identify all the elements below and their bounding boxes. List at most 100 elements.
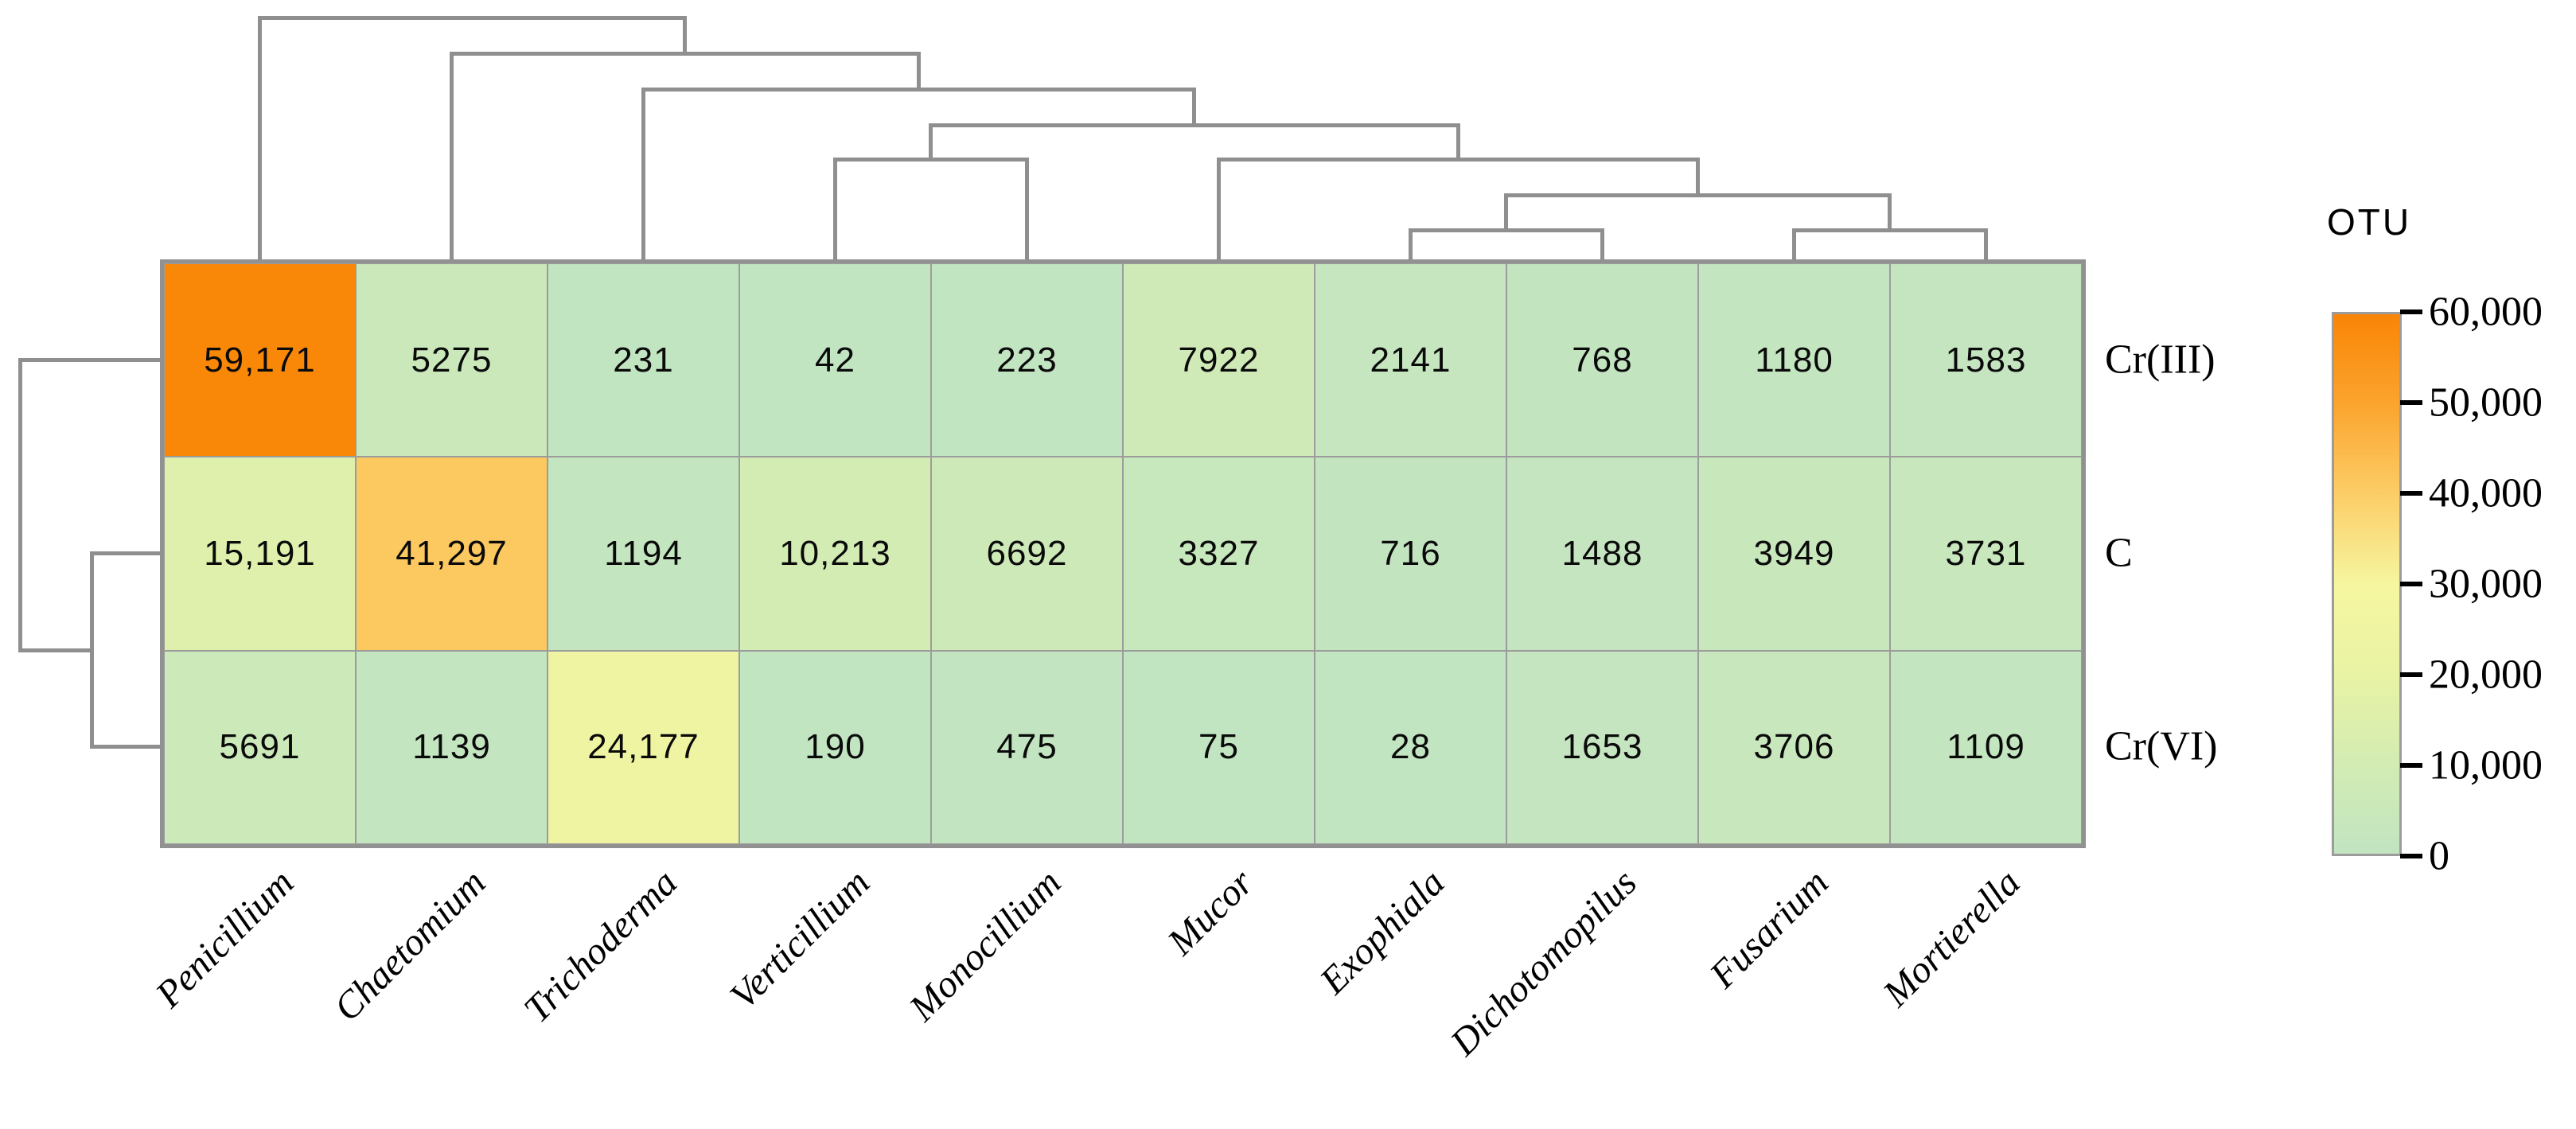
heatmap-cell: 59,171 xyxy=(163,263,357,458)
legend-tick-label: 30,000 xyxy=(2429,561,2543,607)
column-label: Mucor xyxy=(1159,861,1261,964)
cell-value: 1139 xyxy=(412,727,491,767)
col-dendrogram-segment xyxy=(257,16,262,264)
cell-value: 24,177 xyxy=(587,727,700,767)
cell-value: 768 xyxy=(1572,340,1633,380)
col-dendrogram-segment xyxy=(1888,193,1892,232)
row-label: C xyxy=(2105,530,2133,576)
col-dendrogram-segment xyxy=(1216,158,1221,264)
legend-tick-label: 50,000 xyxy=(2429,380,2543,426)
heatmap-cell: 223 xyxy=(930,263,1124,458)
cell-value: 7922 xyxy=(1178,340,1260,380)
col-dendrogram-segment xyxy=(1024,158,1029,264)
cell-value: 1653 xyxy=(1561,727,1643,767)
legend-tick xyxy=(2400,491,2422,496)
heatmap-cell: 1139 xyxy=(355,649,548,845)
heatmap-cell: 2141 xyxy=(1314,263,1507,458)
col-dendrogram-segment xyxy=(449,52,454,264)
col-dendrogram-segment xyxy=(1408,228,1413,264)
col-dendrogram-segment xyxy=(1600,228,1604,264)
column-label: Verticillium xyxy=(721,861,878,1018)
cell-value: 475 xyxy=(996,727,1058,767)
heatmap-cell: 1583 xyxy=(1889,263,2083,458)
column-label: Fusarium xyxy=(1701,861,1837,997)
row-dendrogram-segment xyxy=(90,551,94,749)
col-dendrogram-segment xyxy=(257,16,687,20)
legend-tick xyxy=(2400,763,2422,768)
cell-value: 75 xyxy=(1198,727,1239,767)
cell-value: 190 xyxy=(805,727,866,767)
cell-value: 2141 xyxy=(1370,340,1452,380)
heatmap-cell: 1180 xyxy=(1697,263,1891,458)
row-dendrogram-segment xyxy=(18,357,22,652)
cell-value: 1488 xyxy=(1561,533,1643,573)
heatmap-cell: 5691 xyxy=(163,649,357,845)
cell-value: 3949 xyxy=(1753,533,1835,573)
heatmap-cell: 41,297 xyxy=(355,456,548,652)
column-label: Mortierella xyxy=(1874,861,2028,1015)
heatmap-cell: 10,213 xyxy=(739,456,932,652)
cell-value: 42 xyxy=(815,340,855,380)
legend-tick-label: 20,000 xyxy=(2429,652,2543,698)
legend-tick xyxy=(2400,582,2422,586)
legend-tick xyxy=(2400,672,2422,677)
cell-value: 231 xyxy=(613,340,674,380)
heatmap-cell: 3706 xyxy=(1697,649,1891,845)
col-dendrogram-segment xyxy=(832,158,837,264)
legend-title: OTU xyxy=(2327,201,2412,243)
col-dendrogram-segment xyxy=(916,52,921,91)
cell-value: 3327 xyxy=(1178,533,1260,573)
col-dendrogram-segment xyxy=(641,88,645,264)
heatmap-cell: 1194 xyxy=(547,456,740,652)
heatmap-cell: 475 xyxy=(930,649,1124,845)
cell-value: 59,171 xyxy=(204,340,316,380)
cell-value: 10,213 xyxy=(779,533,891,573)
col-dendrogram-segment xyxy=(683,16,688,55)
col-dendrogram-segment xyxy=(1791,228,1796,264)
column-label: Exophiala xyxy=(1311,861,1453,1002)
cell-value: 1583 xyxy=(1945,340,2027,380)
col-dendrogram-segment xyxy=(1696,158,1700,197)
column-label: Dichotomopilus xyxy=(1442,861,1645,1065)
heatmap-cell: 24,177 xyxy=(547,649,740,845)
cell-value: 1180 xyxy=(1755,340,1834,380)
heatmap-cell: 5275 xyxy=(355,263,548,458)
legend-colorbar xyxy=(2332,312,2402,856)
heatmap-cell: 231 xyxy=(547,263,740,458)
legend-tick-label: 10,000 xyxy=(2429,742,2543,788)
heatmap-cell: 28 xyxy=(1314,649,1507,845)
heatmap-cell: 190 xyxy=(739,649,932,845)
heatmap-cell: 3327 xyxy=(1122,456,1315,652)
col-dendrogram-segment xyxy=(929,123,933,161)
legend-tick-label: 0 xyxy=(2429,833,2449,879)
heatmap-cell: 3949 xyxy=(1697,456,1891,652)
cell-value: 6692 xyxy=(986,533,1068,573)
heatmap-cell: 768 xyxy=(1506,263,1699,458)
col-dendrogram-segment xyxy=(1983,228,1988,264)
col-dendrogram-segment xyxy=(1504,193,1508,232)
legend-tick-label: 60,000 xyxy=(2429,289,2543,335)
col-dendrogram-segment xyxy=(1192,88,1197,127)
legend-tick xyxy=(2400,854,2422,858)
cell-value: 5275 xyxy=(411,340,493,380)
heatmap-cell: 1109 xyxy=(1889,649,2083,845)
col-dendrogram-segment xyxy=(1456,123,1460,161)
cell-value: 1109 xyxy=(1947,727,2025,767)
cell-value: 3706 xyxy=(1753,727,1835,767)
row-label: Cr(III) xyxy=(2105,337,2216,383)
row-dendrogram-segment xyxy=(90,551,165,555)
legend-tick xyxy=(2400,310,2422,314)
cell-value: 5691 xyxy=(219,727,301,767)
cell-value: 1194 xyxy=(604,533,683,573)
row-dendrogram-segment xyxy=(18,648,93,652)
column-label: Penicillium xyxy=(147,861,302,1016)
heatmap-cell: 7922 xyxy=(1122,263,1315,458)
legend-tick xyxy=(2400,400,2422,405)
cell-value: 41,297 xyxy=(396,533,508,573)
cell-value: 3731 xyxy=(1945,533,2027,573)
heatmap-cell: 3731 xyxy=(1889,456,2083,652)
row-label: Cr(VI) xyxy=(2105,723,2218,769)
heatmap-cell: 1653 xyxy=(1506,649,1699,845)
cell-value: 223 xyxy=(996,340,1058,380)
